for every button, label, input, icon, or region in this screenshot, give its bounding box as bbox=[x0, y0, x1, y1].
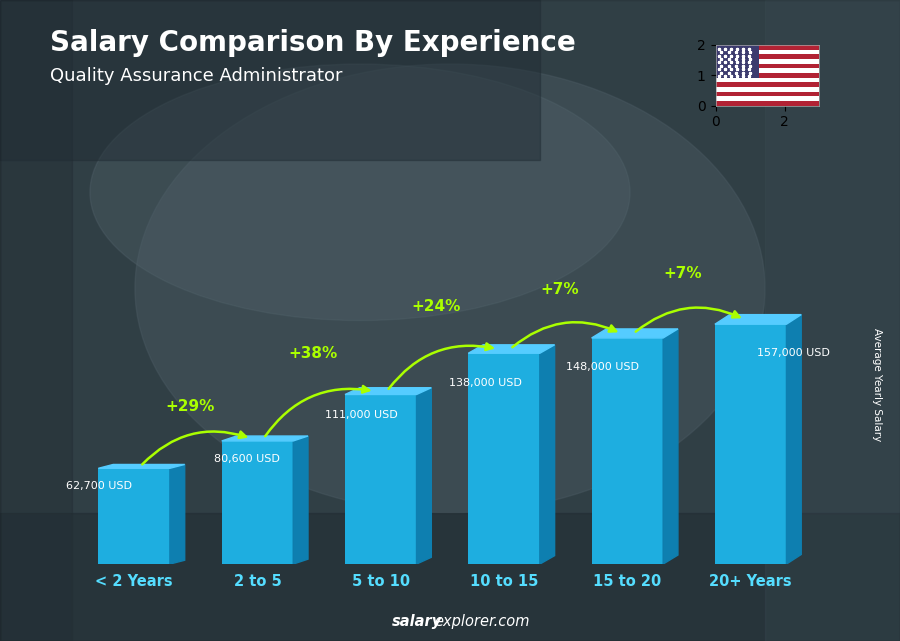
Text: +24%: +24% bbox=[411, 299, 461, 314]
Polygon shape bbox=[540, 345, 554, 564]
Ellipse shape bbox=[90, 64, 630, 321]
Bar bbox=[0, 513, 900, 641]
Text: 80,600 USD: 80,600 USD bbox=[214, 454, 280, 465]
Bar bbox=[716, 45, 819, 49]
Polygon shape bbox=[591, 329, 678, 338]
Bar bbox=[0, 0, 72, 641]
Bar bbox=[716, 59, 819, 63]
Bar bbox=[716, 45, 759, 78]
Bar bbox=[716, 73, 819, 78]
Polygon shape bbox=[170, 465, 184, 564]
Bar bbox=[221, 441, 293, 564]
Bar bbox=[716, 69, 819, 73]
Text: 148,000 USD: 148,000 USD bbox=[566, 362, 639, 372]
Bar bbox=[716, 63, 819, 69]
Text: salary: salary bbox=[392, 615, 442, 629]
Polygon shape bbox=[417, 388, 431, 564]
Text: explorer.com: explorer.com bbox=[435, 615, 530, 629]
Bar bbox=[468, 353, 540, 564]
Text: 157,000 USD: 157,000 USD bbox=[757, 348, 830, 358]
Polygon shape bbox=[787, 315, 801, 564]
Ellipse shape bbox=[135, 64, 765, 513]
Text: Salary Comparison By Experience: Salary Comparison By Experience bbox=[50, 29, 575, 57]
Polygon shape bbox=[98, 465, 184, 469]
Bar bbox=[716, 82, 819, 87]
Text: 62,700 USD: 62,700 USD bbox=[67, 481, 132, 490]
Polygon shape bbox=[663, 329, 678, 564]
Polygon shape bbox=[715, 315, 801, 324]
Bar bbox=[716, 49, 819, 54]
Bar bbox=[716, 96, 819, 101]
Bar bbox=[716, 54, 819, 59]
Bar bbox=[716, 87, 819, 92]
Bar bbox=[591, 338, 663, 564]
Bar bbox=[716, 78, 819, 82]
Text: 138,000 USD: 138,000 USD bbox=[448, 378, 521, 388]
Bar bbox=[716, 101, 819, 106]
Polygon shape bbox=[293, 436, 308, 564]
Text: Average Yearly Salary: Average Yearly Salary bbox=[872, 328, 883, 441]
Polygon shape bbox=[221, 436, 308, 441]
Bar bbox=[0, 0, 540, 160]
Text: +38%: +38% bbox=[288, 346, 338, 361]
Text: +7%: +7% bbox=[540, 282, 579, 297]
Polygon shape bbox=[468, 345, 554, 353]
Polygon shape bbox=[345, 388, 431, 394]
Bar bbox=[98, 469, 170, 564]
Bar bbox=[716, 92, 819, 96]
Text: +29%: +29% bbox=[165, 399, 214, 414]
Text: 111,000 USD: 111,000 USD bbox=[325, 410, 398, 420]
Text: Quality Assurance Administrator: Quality Assurance Administrator bbox=[50, 67, 342, 85]
Text: +7%: +7% bbox=[663, 266, 702, 281]
Bar bbox=[715, 324, 787, 564]
Bar bbox=[765, 0, 900, 641]
Bar bbox=[345, 394, 417, 564]
